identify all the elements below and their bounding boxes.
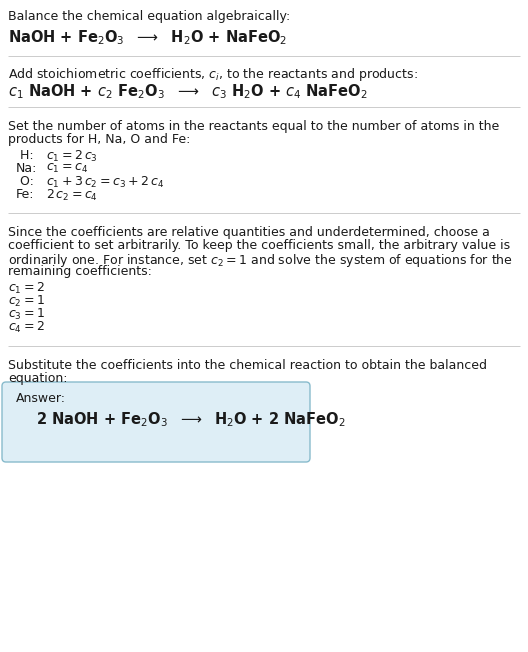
Text: $c_1 + 3\,c_2 = c_3 + 2\,c_4$: $c_1 + 3\,c_2 = c_3 + 2\,c_4$ xyxy=(46,175,164,190)
Text: Add stoichiometric coefficients, $c_i$, to the reactants and products:: Add stoichiometric coefficients, $c_i$, … xyxy=(8,66,418,83)
Text: 2 NaOH + Fe$_2$O$_3$  $\longrightarrow$  H$_2$O + 2 NaFeO$_2$: 2 NaOH + Fe$_2$O$_3$ $\longrightarrow$ H… xyxy=(36,410,346,429)
Text: Fe:: Fe: xyxy=(16,188,34,201)
Text: O:: O: xyxy=(16,175,34,188)
Text: $2\,c_2 = c_4$: $2\,c_2 = c_4$ xyxy=(46,188,98,203)
Text: Na:: Na: xyxy=(16,162,37,175)
Text: products for H, Na, O and Fe:: products for H, Na, O and Fe: xyxy=(8,133,191,146)
Text: equation:: equation: xyxy=(8,372,68,385)
Text: $c_1 = 2$: $c_1 = 2$ xyxy=(8,281,45,296)
Text: remaining coefficients:: remaining coefficients: xyxy=(8,265,152,278)
Text: ordinarily one. For instance, set $c_2 = 1$ and solve the system of equations fo: ordinarily one. For instance, set $c_2 =… xyxy=(8,252,513,269)
Text: $c_1$ NaOH + $c_2$ Fe$_2$O$_3$  $\longrightarrow$  $c_3$ H$_2$O + $c_4$ NaFeO$_2: $c_1$ NaOH + $c_2$ Fe$_2$O$_3$ $\longrig… xyxy=(8,82,367,100)
Text: Set the number of atoms in the reactants equal to the number of atoms in the: Set the number of atoms in the reactants… xyxy=(8,120,499,133)
Text: Balance the chemical equation algebraically:: Balance the chemical equation algebraica… xyxy=(8,10,290,23)
Text: $c_1 = c_4$: $c_1 = c_4$ xyxy=(46,162,88,175)
Text: H:: H: xyxy=(16,149,34,162)
FancyBboxPatch shape xyxy=(2,382,310,462)
Text: Answer:: Answer: xyxy=(16,392,66,405)
Text: coefficient to set arbitrarily. To keep the coefficients small, the arbitrary va: coefficient to set arbitrarily. To keep … xyxy=(8,239,510,252)
Text: $c_4 = 2$: $c_4 = 2$ xyxy=(8,320,45,335)
Text: NaOH + Fe$_2$O$_3$  $\longrightarrow$  H$_2$O + NaFeO$_2$: NaOH + Fe$_2$O$_3$ $\longrightarrow$ H$_… xyxy=(8,28,287,47)
Text: Since the coefficients are relative quantities and underdetermined, choose a: Since the coefficients are relative quan… xyxy=(8,226,490,239)
Text: Substitute the coefficients into the chemical reaction to obtain the balanced: Substitute the coefficients into the che… xyxy=(8,359,487,372)
Text: $c_1 = 2\,c_3$: $c_1 = 2\,c_3$ xyxy=(46,149,98,164)
Text: $c_2 = 1$: $c_2 = 1$ xyxy=(8,294,45,309)
Text: $c_3 = 1$: $c_3 = 1$ xyxy=(8,307,45,322)
